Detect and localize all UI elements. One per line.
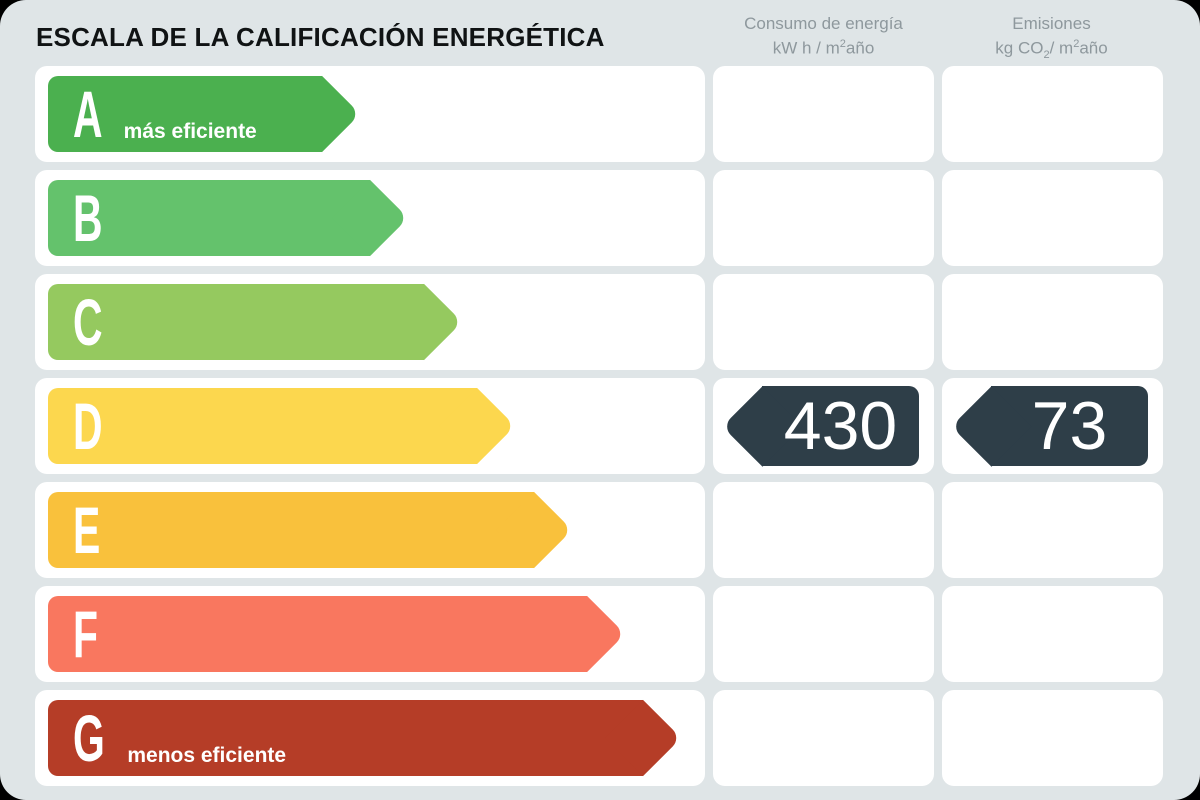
consumption-header-unit: kW h / m2año xyxy=(713,34,934,59)
rating-letter-B: B xyxy=(73,181,103,255)
emissions-column-header: Emisiones kg CO2/ m2año xyxy=(941,13,1162,66)
consumption-cell-F xyxy=(713,586,934,682)
emissions-value-arrow: 73 xyxy=(991,386,1148,466)
consumption-cell-E xyxy=(713,482,934,578)
emissions-unit-text: kg CO xyxy=(995,38,1044,58)
consumption-unit-text: kW h / m xyxy=(772,38,840,58)
emissions-unit-subscript: 2 xyxy=(1043,49,1050,62)
emissions-cell-G xyxy=(942,690,1163,786)
rating-arrow-C: C xyxy=(48,284,424,360)
emissions-unit-superscript: 2 xyxy=(1073,38,1080,50)
consumption-header-label: Consumo de energía xyxy=(744,14,903,33)
page-title: ESCALA DE LA CALIFICACIÓN ENERGÉTICA xyxy=(36,22,605,52)
rating-label-G: menos eficiente xyxy=(127,744,287,767)
rating-row-E: E xyxy=(35,482,705,578)
consumption-cell-G xyxy=(713,690,934,786)
rating-letter-G: G xyxy=(73,701,105,775)
rating-row-B: B xyxy=(35,170,705,266)
consumption-unit-suffix: año xyxy=(845,38,875,58)
emissions-cell-D: 73 xyxy=(942,378,1163,474)
consumption-value-arrow: 430 xyxy=(762,386,919,466)
emissions-unit-mid: / m xyxy=(1049,38,1074,58)
rating-letter-F: F xyxy=(73,597,99,671)
consumption-column-header: Consumo de energía kW h / m2año xyxy=(713,13,934,59)
rating-arrow-F: F xyxy=(48,596,587,672)
emissions-unit-suffix: año xyxy=(1079,38,1108,58)
emissions-cell-F xyxy=(942,586,1163,682)
emissions-cell-A xyxy=(942,66,1163,162)
consumption-cell-A xyxy=(713,66,934,162)
rating-letter-C: C xyxy=(73,285,103,359)
rating-letter-E: E xyxy=(73,493,101,567)
consumption-cell-B xyxy=(713,170,934,266)
consumption-cell-D: 430 xyxy=(713,378,934,474)
rating-arrow-E: E xyxy=(48,492,534,568)
emissions-header-label: Emisiones xyxy=(1012,14,1091,33)
emissions-cell-B xyxy=(942,170,1163,266)
emissions-header-unit: kg CO2/ m2año xyxy=(941,34,1162,66)
emissions-value-arrow-value: 73 xyxy=(1031,388,1108,464)
rating-label-A: más eficiente xyxy=(123,120,257,143)
rating-letter-A: A xyxy=(73,77,103,151)
rating-row-C: C xyxy=(35,274,705,370)
emissions-cell-C xyxy=(942,274,1163,370)
consumption-value-arrow-value: 430 xyxy=(783,388,898,464)
consumption-cell-C xyxy=(713,274,934,370)
consumption-unit-superscript: 2 xyxy=(839,38,846,50)
rating-letter-D: D xyxy=(73,389,103,463)
rating-arrow-D: D xyxy=(48,388,477,464)
rating-row-F: F xyxy=(35,586,705,682)
rating-arrow-B: B xyxy=(48,180,370,256)
emissions-cell-E xyxy=(942,482,1163,578)
rating-row-D: D xyxy=(35,378,705,474)
